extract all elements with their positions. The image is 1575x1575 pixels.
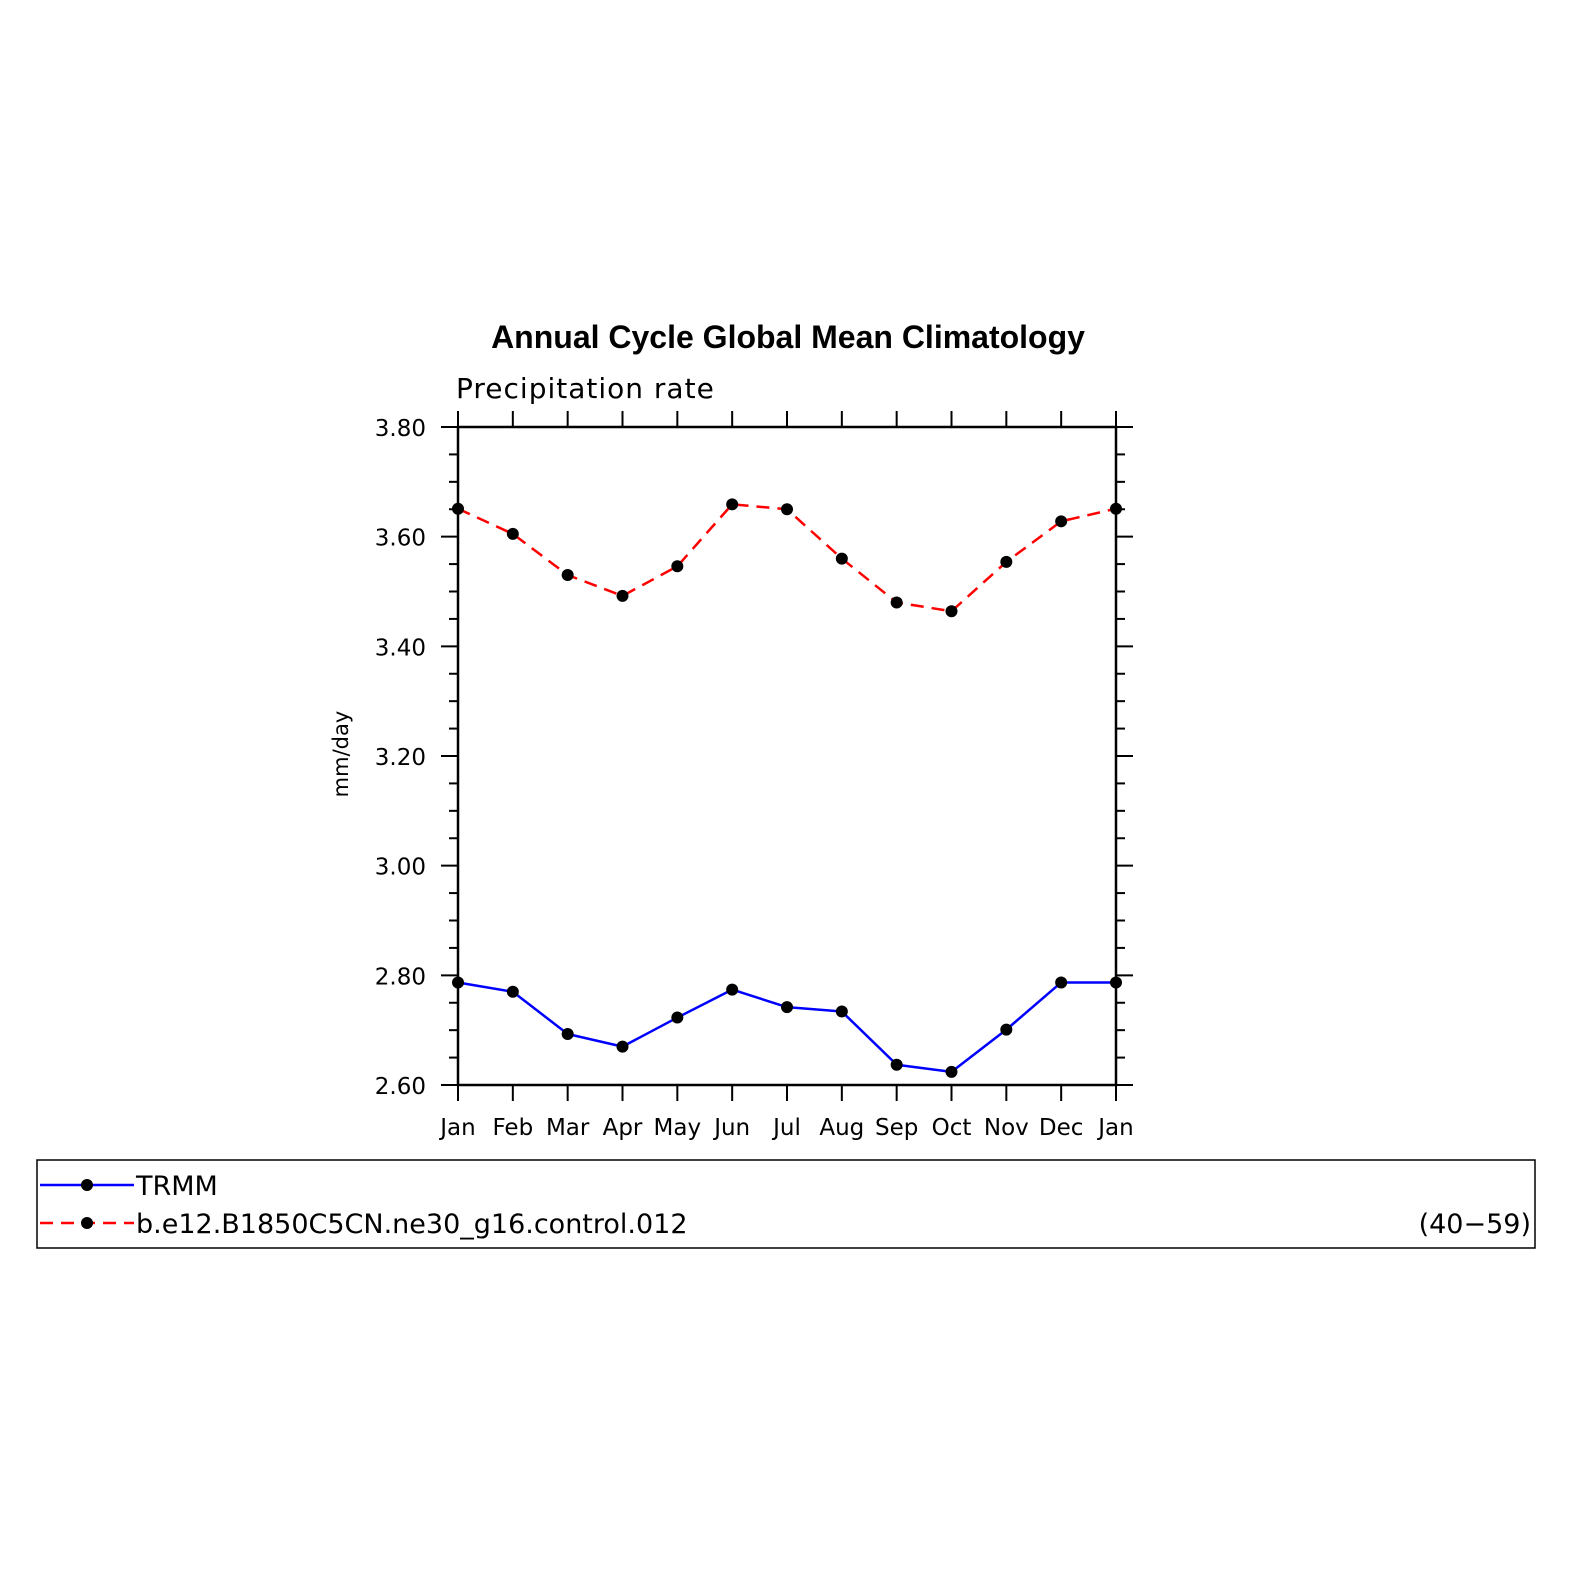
data-point: [1055, 515, 1068, 528]
y-tick-label: 3.60: [375, 526, 426, 552]
data-point: [616, 1040, 629, 1053]
x-tick-label: Apr: [603, 1115, 643, 1141]
y-tick-label: 2.80: [375, 964, 426, 990]
data-point: [726, 498, 739, 511]
plot-frame: [456, 425, 1118, 1087]
data-point: [726, 983, 739, 996]
data-point: [945, 1065, 958, 1078]
data-point: [1000, 1023, 1013, 1036]
x-tick-label: Jul: [771, 1115, 801, 1141]
data-point: [561, 1028, 574, 1041]
y-tick-label: 3.20: [375, 745, 426, 771]
data-point: [1110, 976, 1122, 989]
data-point: [506, 527, 519, 540]
legend: TRMM b.e12.B1850C5CN.ne30_g16.control.012…: [36, 1159, 1536, 1249]
y-tick-label: 2.60: [375, 1074, 426, 1100]
chart-subtitle: Precipitation rate: [456, 372, 715, 405]
data-point: [890, 596, 903, 609]
plot-axes: 2.60 2.80 3.00 3.20 3.40 3.60 3.80 Jan Feb Mar Apr…: [375, 411, 1134, 1141]
data-point: [671, 1011, 684, 1024]
data-point: [781, 503, 793, 516]
data-point: [781, 1001, 793, 1014]
legend-swatch-marker: [81, 1179, 93, 1191]
data-point: [561, 569, 574, 582]
x-tick-label: Dec: [1039, 1115, 1084, 1141]
chart-title: Annual Cycle Global Mean Climatology: [491, 319, 1085, 355]
x-tick-label: Sep: [875, 1115, 918, 1141]
data-point: [1000, 555, 1013, 568]
x-tick-label: May: [654, 1115, 702, 1141]
x-tick-label: Feb: [492, 1115, 533, 1141]
data-point: [506, 985, 519, 998]
y-axis-label: mm/day: [329, 711, 353, 798]
data-point: [945, 605, 958, 618]
x-tick-label: Mar: [546, 1115, 590, 1141]
y-tick-label: 3.00: [375, 855, 426, 881]
legend-swatch-marker: [81, 1217, 93, 1229]
series-line-0: [457, 981, 1116, 1074]
series-group: [452, 498, 1122, 1078]
data-point: [890, 1058, 903, 1071]
data-point: [452, 976, 464, 989]
data-point: [835, 552, 848, 565]
x-tick-label: Jan: [438, 1115, 475, 1141]
x-tick-label: Oct: [932, 1115, 972, 1141]
x-tick-label: Aug: [819, 1115, 864, 1141]
y-tick-label: 3.40: [375, 635, 426, 661]
data-point: [835, 1005, 848, 1018]
data-point: [616, 589, 629, 602]
y-tick-label: 3.80: [375, 416, 426, 442]
x-tick-label: Jan: [1096, 1115, 1133, 1141]
x-tick-label: Jun: [712, 1115, 750, 1141]
data-point: [671, 560, 684, 573]
legend-note: (40−59): [1419, 1209, 1531, 1240]
series-line-1: [457, 503, 1117, 613]
data-point: [1110, 502, 1122, 515]
legend-label: b.e12.B1850C5CN.ne30_g16.control.012: [136, 1209, 688, 1240]
data-point: [1055, 976, 1068, 989]
x-tick-label: Nov: [984, 1115, 1029, 1141]
legend-label: TRMM: [135, 1171, 218, 1202]
legend-box: [36, 1159, 1536, 1249]
data-point: [452, 502, 464, 515]
